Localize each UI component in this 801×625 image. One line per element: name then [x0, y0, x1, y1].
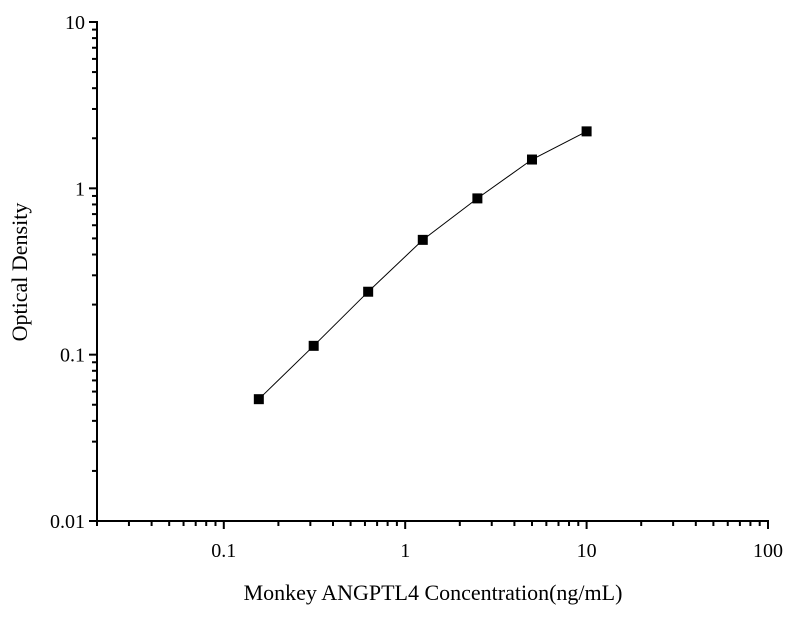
data-point: [253, 394, 264, 405]
data-point: [417, 234, 428, 245]
y-tick-label: 10: [65, 12, 85, 34]
axes: 0.1 1 10 100 0.01 0.1 1 10: [50, 12, 783, 562]
data-point: [308, 340, 319, 351]
x-tick-label: 0.1: [211, 540, 236, 562]
y-tick-label: 0.01: [50, 511, 85, 533]
data-point: [526, 154, 537, 165]
x-axis-title: Monkey ANGPTL4 Concentration(ng/mL): [244, 580, 623, 605]
y-axis-title: Optical Density: [7, 203, 32, 342]
data-point: [472, 193, 483, 204]
series-line: [258, 130, 587, 400]
x-tick-label: 100: [753, 540, 783, 562]
x-tick-label: 10: [577, 540, 597, 562]
data-point: [363, 286, 374, 297]
y-tick-label: 1: [75, 178, 85, 200]
series: [253, 126, 592, 405]
x-tick-label: 1: [400, 540, 410, 562]
data-point: [581, 126, 592, 137]
y-tick-label: 0.1: [60, 345, 85, 367]
